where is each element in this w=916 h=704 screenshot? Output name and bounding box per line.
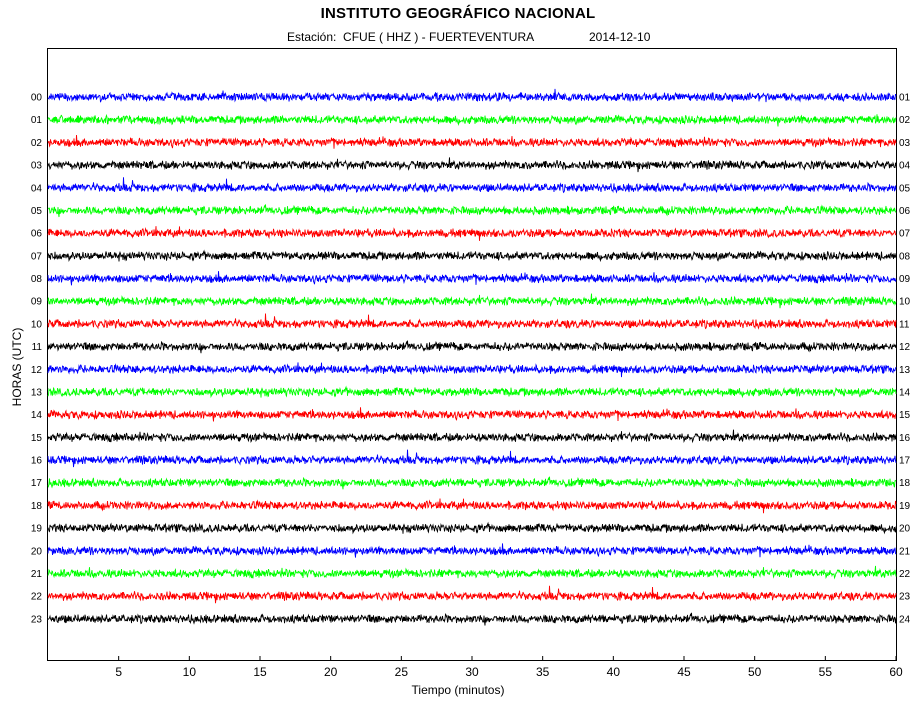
- left-hour-label: 05: [31, 206, 43, 217]
- right-hour-label: 21: [899, 546, 911, 557]
- x-tick-label: 15: [253, 665, 267, 679]
- trace-hour-12: [47, 362, 897, 378]
- x-tick-label: 20: [324, 665, 338, 679]
- left-hour-label: 23: [31, 614, 43, 625]
- right-hour-label: 17: [899, 456, 911, 467]
- left-hour-label: 16: [31, 456, 43, 467]
- right-hour-label: 16: [899, 433, 911, 444]
- right-hour-label: 08: [899, 251, 911, 262]
- right-hour-label: 13: [899, 365, 911, 376]
- trace-hour-06: [47, 226, 897, 241]
- right-hour-label: 12: [899, 342, 911, 353]
- left-hour-label: 09: [31, 297, 43, 308]
- trace-hour-04: [47, 177, 897, 194]
- right-hour-label: 04: [899, 161, 911, 172]
- trace-hour-17: [47, 476, 897, 490]
- left-hour-label: 21: [31, 569, 43, 580]
- right-hour-label: 07: [899, 229, 911, 240]
- x-tick-label: 40: [607, 665, 621, 679]
- right-hour-label: 10: [899, 297, 911, 308]
- x-tick-label: 35: [536, 665, 550, 679]
- trace-hour-13: [47, 385, 897, 399]
- left-hour-label: 07: [31, 251, 43, 262]
- trace-hour-09: [47, 293, 897, 309]
- x-tick-label: 25: [395, 665, 409, 679]
- left-hour-label: 12: [31, 365, 43, 376]
- trace-hour-10: [47, 313, 897, 330]
- trace-hour-11: [47, 340, 897, 354]
- left-hour-label: 02: [31, 138, 43, 149]
- right-hour-label: 23: [899, 592, 911, 603]
- left-hour-label: 06: [31, 229, 43, 240]
- trace-hour-14: [47, 407, 897, 422]
- left-hour-label: 04: [31, 183, 43, 194]
- right-hour-label: 11: [899, 319, 910, 330]
- right-hour-label: 14: [899, 387, 911, 398]
- right-hour-label: 06: [899, 206, 911, 217]
- left-hour-label: 13: [31, 387, 43, 398]
- right-hour-label: 19: [899, 501, 911, 512]
- x-axis-label: Tiempo (minutos): [411, 683, 505, 697]
- trace-hour-03: [47, 157, 897, 173]
- y-axis-label: HORAS (UTC): [10, 327, 24, 407]
- right-hour-label: 02: [899, 115, 911, 126]
- right-hour-label: 20: [899, 524, 911, 535]
- right-hour-label: 15: [899, 410, 911, 421]
- x-tick-label: 60: [889, 665, 903, 679]
- left-hour-label: 03: [31, 161, 43, 172]
- trace-hour-16: [47, 449, 897, 468]
- trace-hour-18: [47, 498, 897, 514]
- left-hour-labels: 00 01 02 03 04 05 06 07 08 09 10 11 12 13 14 15 16 17 18 19…: [31, 93, 43, 626]
- right-hour-label: 05: [899, 183, 911, 194]
- trace-hour-21: [47, 565, 897, 580]
- chart-subtitle: Estación: CFUE ( HHZ ) - FUERTEVENTURA 2…: [0, 30, 916, 46]
- chart-title: INSTITUTO GEOGRÁFICO NACIONAL: [320, 5, 596, 22]
- left-hour-label: 14: [31, 410, 43, 421]
- left-hour-label: 00: [31, 93, 43, 104]
- x-tick-label: 10: [183, 665, 197, 679]
- trace-hour-00: [47, 88, 897, 103]
- left-hour-label: 18: [31, 501, 43, 512]
- x-tick-label: 45: [677, 665, 691, 679]
- trace-hour-20: [47, 543, 897, 558]
- x-tick-label: 5: [115, 665, 122, 679]
- right-hour-label: 03: [899, 138, 911, 149]
- right-hour-label: 22: [899, 569, 911, 580]
- date-label: 2014-12-10: [589, 30, 651, 44]
- x-tick-label: 30: [465, 665, 479, 679]
- trace-hour-22: [47, 585, 897, 604]
- left-hour-label: 15: [31, 433, 43, 444]
- trace-hour-23: [47, 612, 897, 626]
- right-hour-label: 09: [899, 274, 911, 285]
- trace-hour-15: [47, 429, 897, 444]
- left-hour-label: 22: [31, 592, 43, 603]
- x-axis-ticks: 5 10 15 20 25 30 35 40 45 50 55 60: [115, 656, 903, 679]
- right-hour-labels: 01 02 03 04 05 06 07 08 09 10 11 12 13 14 15 16 17 18 19 20…: [899, 93, 911, 626]
- station-label: Estación: CFUE ( HHZ ) - FUERTEVENTURA: [287, 30, 535, 44]
- trace-hour-05: [47, 204, 897, 218]
- trace-hour-01: [47, 113, 897, 127]
- trace-group: [47, 88, 897, 626]
- left-hour-label: 20: [31, 546, 43, 557]
- right-hour-label: 18: [899, 478, 911, 489]
- left-hour-label: 10: [31, 319, 43, 330]
- left-hour-label: 17: [31, 478, 43, 489]
- left-hour-label: 11: [32, 342, 43, 353]
- trace-hour-08: [47, 271, 897, 286]
- right-hour-label: 24: [899, 614, 911, 625]
- left-hour-label: 08: [31, 274, 43, 285]
- left-hour-label: 01: [31, 115, 43, 126]
- trace-hour-02: [47, 134, 897, 149]
- trace-hour-19: [47, 521, 897, 535]
- left-hour-label: 19: [31, 524, 43, 535]
- x-tick-label: 50: [748, 665, 762, 679]
- right-hour-label: 01: [899, 93, 911, 104]
- x-tick-label: 55: [819, 665, 833, 679]
- trace-hour-07: [47, 249, 897, 263]
